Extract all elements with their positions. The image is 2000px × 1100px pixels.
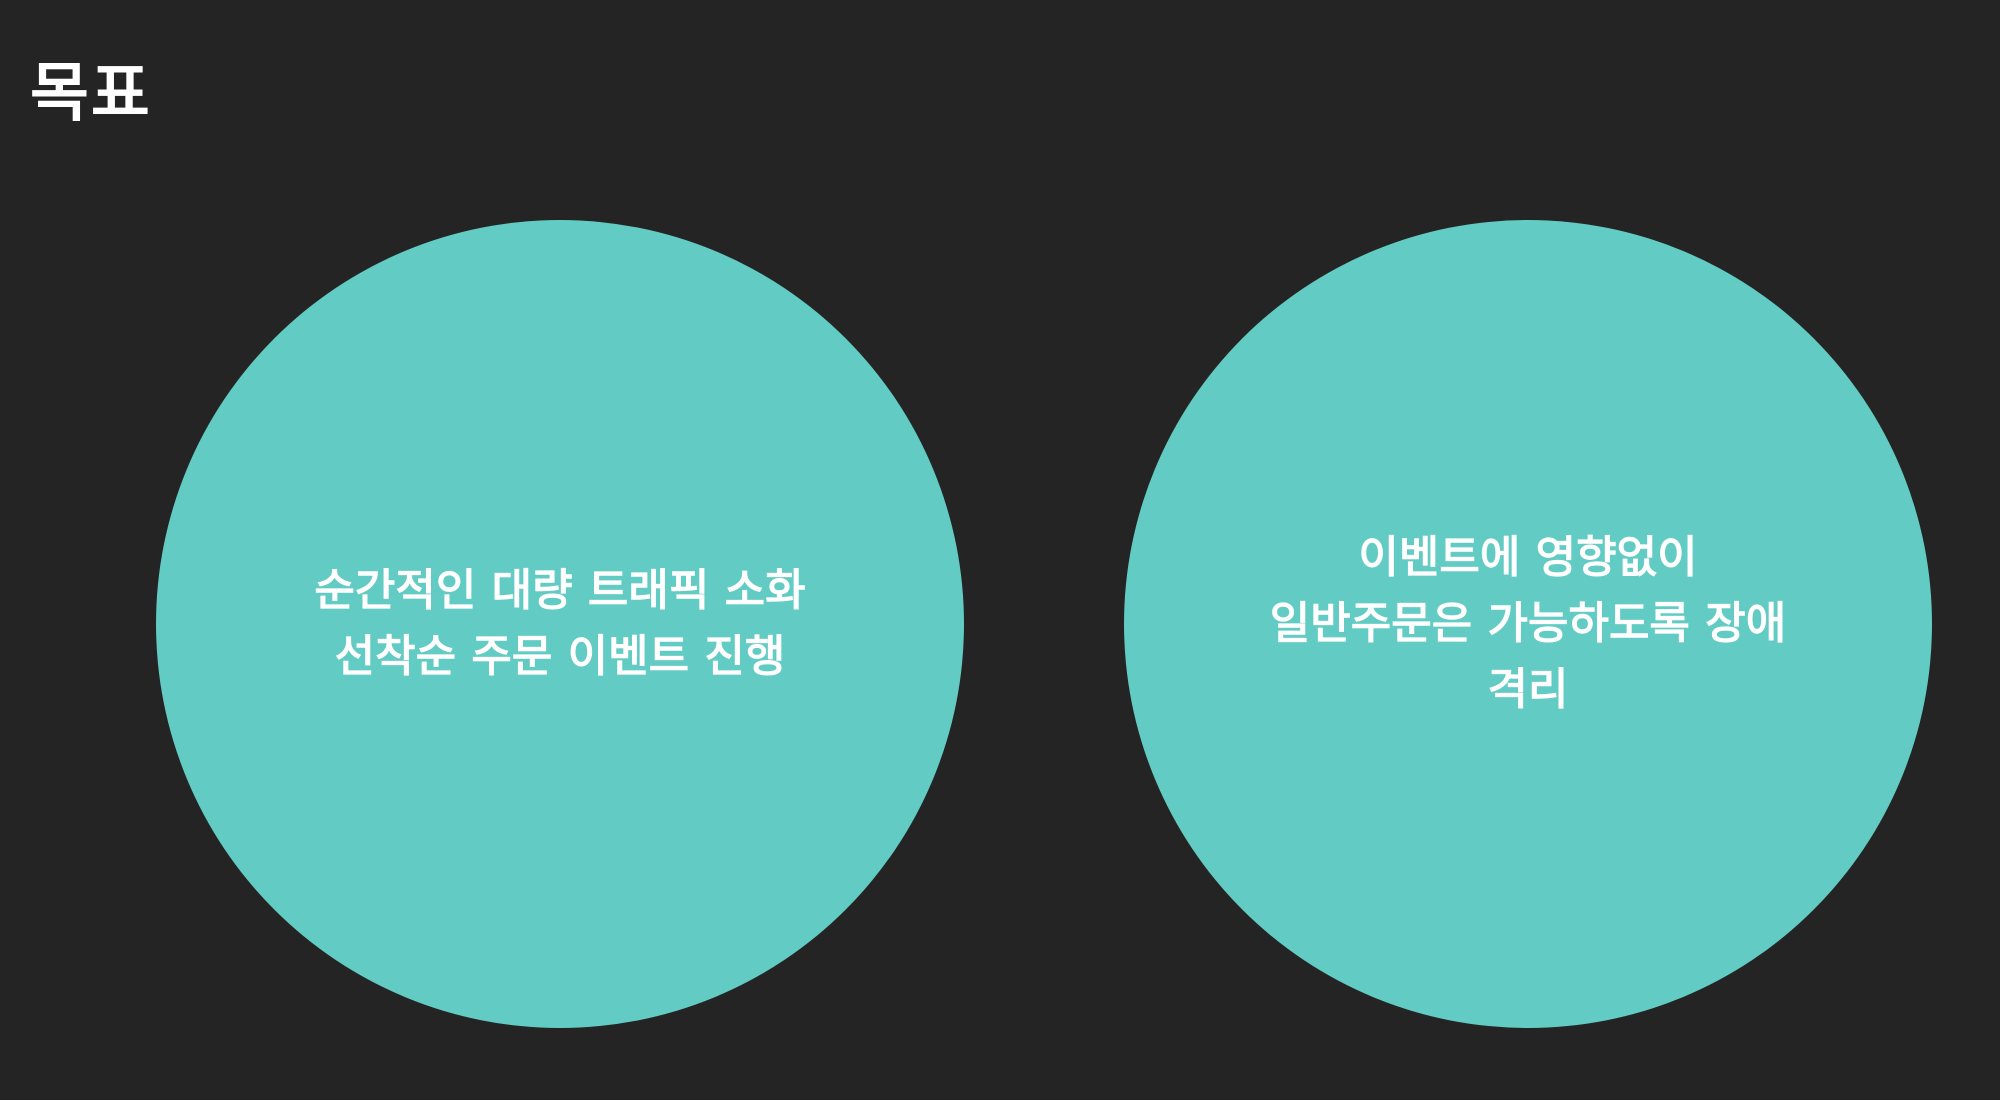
goal-line: 선착순 주문 이벤트 진행 bbox=[334, 631, 786, 682]
goal-line: 격리 bbox=[1487, 664, 1569, 715]
goal-line: 일반주문은 가능하도록 장애 bbox=[1269, 598, 1787, 649]
goal-circle-traffic: 순간적인 대량 트래픽 소화 선착순 주문 이벤트 진행 bbox=[156, 220, 964, 1028]
goal-text: 이벤트에 영향없이 일반주문은 가능하도록 장애 격리 bbox=[1270, 525, 1786, 723]
goal-text: 순간적인 대량 트래픽 소화 선착순 주문 이벤트 진행 bbox=[314, 558, 805, 690]
goal-line: 순간적인 대량 트래픽 소화 bbox=[314, 565, 806, 616]
slide-title: 목표 bbox=[30, 57, 152, 131]
goal-line: 이벤트에 영향없이 bbox=[1358, 532, 1698, 583]
goal-circle-isolation: 이벤트에 영향없이 일반주문은 가능하도록 장애 격리 bbox=[1124, 220, 1932, 1028]
